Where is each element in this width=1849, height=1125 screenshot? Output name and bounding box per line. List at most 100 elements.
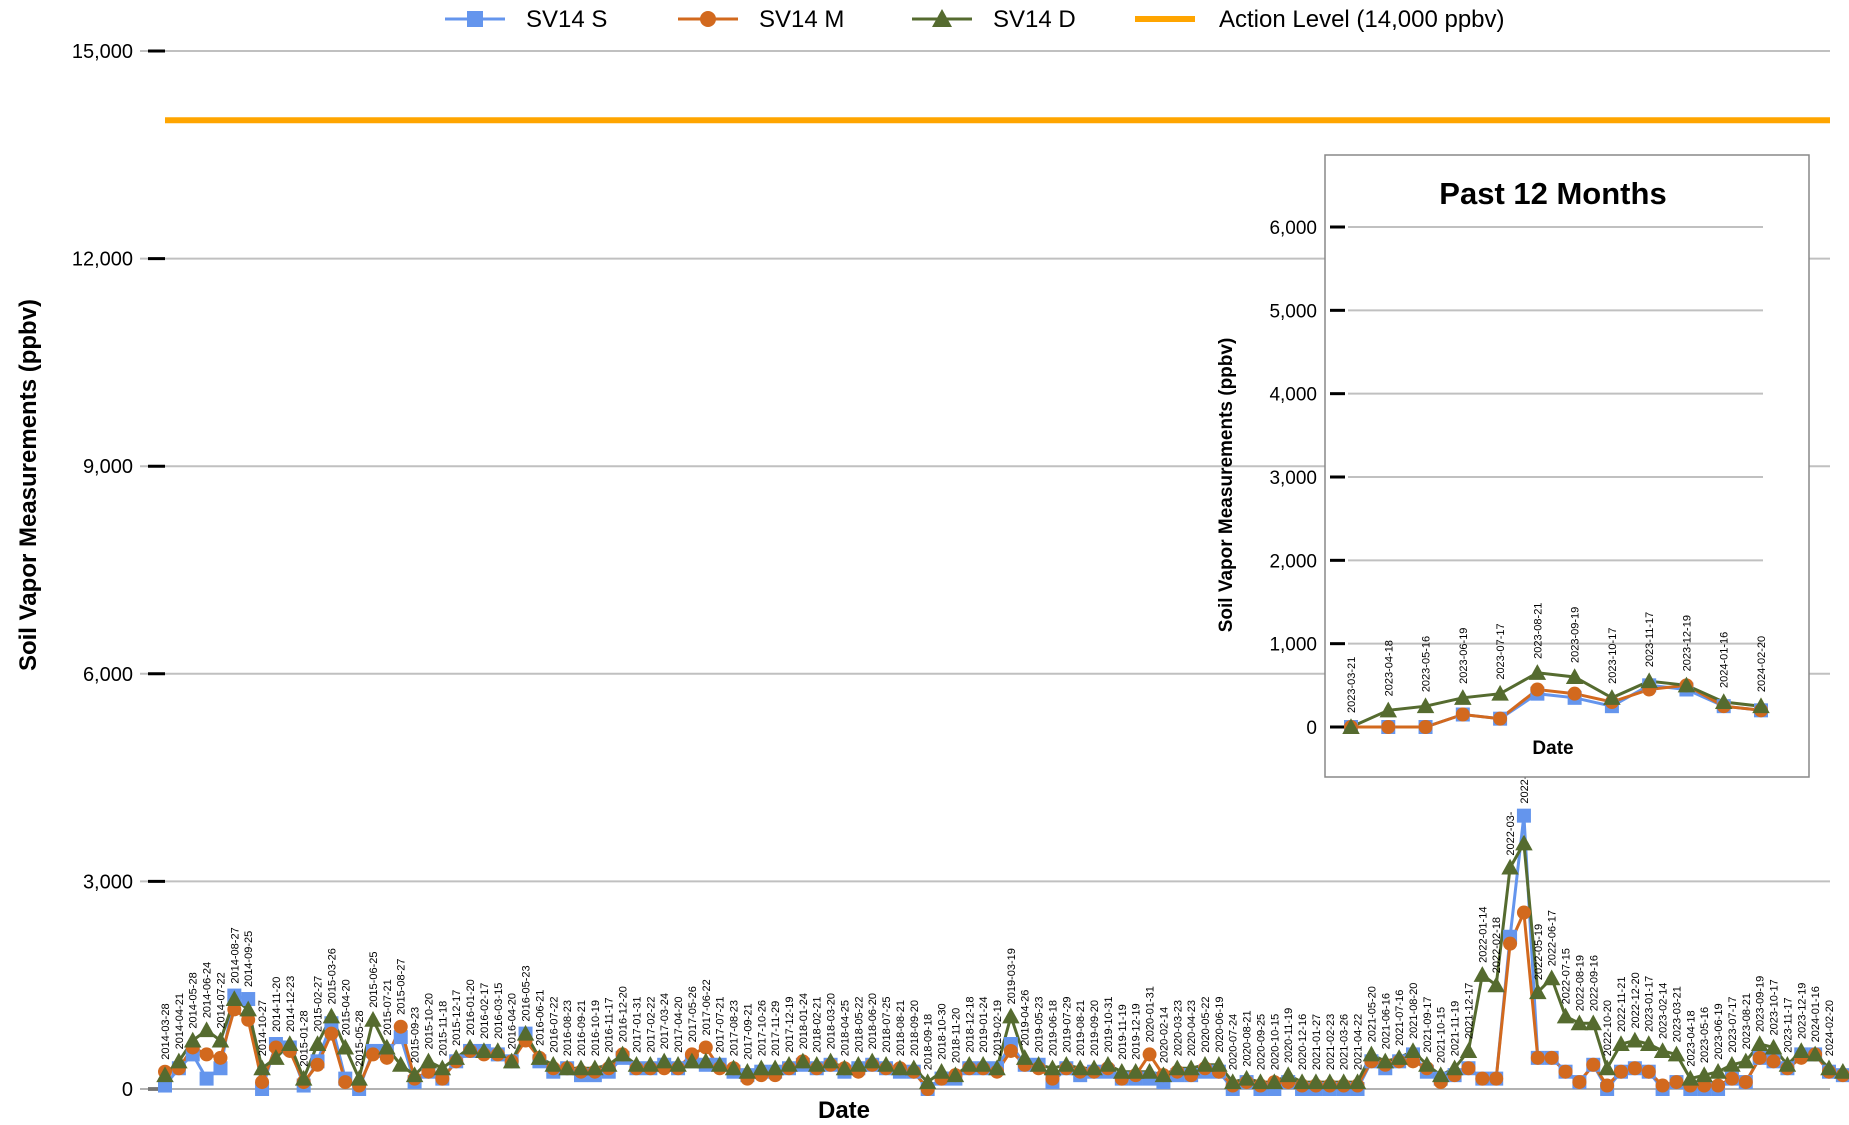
main-data-point xyxy=(586,1059,604,1076)
main-date-label: 2022-02-18 xyxy=(1491,917,1503,973)
main-data-point xyxy=(1196,1056,1214,1072)
inset-y-tick-label: 4,000 xyxy=(1269,385,1317,406)
main-data-point xyxy=(599,1056,618,1072)
main-data-point xyxy=(1641,1064,1656,1079)
main-data-point xyxy=(724,1059,743,1076)
main-data-point xyxy=(255,1075,270,1090)
main-data-point xyxy=(1530,1050,1545,1065)
inset-data-point xyxy=(1752,697,1770,714)
main-date-label: 2014-03-28 xyxy=(160,1003,172,1059)
main-data-point xyxy=(1503,936,1518,951)
main-data-point xyxy=(932,1062,951,1079)
inset-date-label: 2023-05-16 xyxy=(1421,636,1433,692)
main-data-point xyxy=(1655,1078,1670,1093)
main-date-label: 2015-10-20 xyxy=(423,993,435,1049)
inset-title: Past 12 Months xyxy=(1439,176,1666,211)
main-data-point xyxy=(1489,1071,1504,1086)
main-data-point xyxy=(391,1056,410,1072)
main-data-point xyxy=(669,1056,687,1072)
main-date-label: 2019-05-23 xyxy=(1034,996,1046,1052)
main-data-point xyxy=(794,1052,812,1069)
main-date-label: 2023-06-19 xyxy=(1713,1003,1725,1059)
main-data-point xyxy=(1572,1075,1587,1090)
main-data-point xyxy=(752,1059,771,1076)
main-data-point xyxy=(683,1052,701,1069)
main-data-point xyxy=(1516,905,1531,920)
main-data-point xyxy=(835,1059,854,1076)
main-data-point xyxy=(1223,1073,1242,1090)
main-date-label: 2016-11-17 xyxy=(604,997,616,1052)
main-data-point xyxy=(1348,1073,1367,1090)
main-date-label: 2016-03-15 xyxy=(493,983,505,1039)
main-data-point xyxy=(1461,1061,1476,1076)
main-data-point xyxy=(1431,1066,1450,1083)
main-date-label: 2015-01-28 xyxy=(299,1010,311,1066)
main-data-point xyxy=(324,1026,339,1041)
main-date-label: 2018-10-30 xyxy=(937,1003,949,1059)
main-date-label: 2020-03-23 xyxy=(1172,1000,1184,1056)
main-date-label: 2020-01-31 xyxy=(1145,986,1157,1042)
main-data-point xyxy=(1778,1056,1797,1072)
main-date-label: 2024-02-20 xyxy=(1824,1000,1836,1056)
main-data-point xyxy=(1085,1059,1103,1076)
main-data-point xyxy=(267,1049,285,1065)
main-date-label: 2016-01-20 xyxy=(465,979,477,1035)
main-data-point xyxy=(613,1045,632,1062)
main-date-label: 2017-04-20 xyxy=(673,996,685,1052)
main-date-label: 2016-05-23 xyxy=(521,965,533,1021)
main-date-label: 2017-05-26 xyxy=(687,986,699,1042)
main-data-point xyxy=(199,1071,214,1086)
main-date-label: 2018-12-18 xyxy=(964,996,976,1052)
main-date-label: 2022-08-19 xyxy=(1574,955,1586,1011)
main-date-label: 2020-09-25 xyxy=(1255,1014,1267,1070)
main-date-label: 2018-09-20 xyxy=(909,1000,921,1056)
main-date-label: 2019-10-31 xyxy=(1103,996,1115,1052)
main-date-label: 2014-05-28 xyxy=(188,972,200,1028)
inset-data-point xyxy=(1530,682,1545,697)
main-data-point xyxy=(1724,1071,1739,1086)
legend-marker xyxy=(467,11,483,27)
main-data-point xyxy=(905,1059,923,1076)
main-data-point xyxy=(1542,969,1561,986)
main-data-point xyxy=(1681,1069,1700,1086)
main-date-label: 2019-12-19 xyxy=(1131,1003,1143,1059)
inset-data-point xyxy=(1416,697,1435,714)
inset-data-point xyxy=(1342,718,1360,734)
main-date-label: 2016-08-23 xyxy=(562,1000,574,1056)
main-date-label: 2018-08-21 xyxy=(895,1000,907,1056)
main-date-label: 2023-04-18 xyxy=(1685,1010,1697,1066)
main-data-point xyxy=(1113,1062,1131,1079)
main-data-point xyxy=(1709,1062,1727,1079)
inset-series-group xyxy=(1342,664,1770,734)
main-date-label: 2015-03-26 xyxy=(326,948,338,1004)
main-y-tick-label: 6,000 xyxy=(83,664,133,686)
main-data-point xyxy=(1627,1061,1642,1076)
main-date-label: 2019-08-21 xyxy=(1075,1000,1087,1056)
main-data-point xyxy=(433,1059,452,1076)
main-data-point xyxy=(738,1062,757,1079)
main-date-label: 2016-10-19 xyxy=(590,1000,602,1056)
main-data-point xyxy=(849,1056,868,1072)
main-date-label: 2016-06-21 xyxy=(534,990,546,1046)
main-data-point xyxy=(213,1050,228,1065)
main-data-point xyxy=(1584,1014,1603,1031)
main-data-point xyxy=(1737,1052,1755,1069)
main-data-point xyxy=(1669,1075,1684,1090)
main-date-label: 2018-09-18 xyxy=(923,1014,935,1070)
main-data-point xyxy=(294,1069,313,1086)
main-data-point xyxy=(211,1031,230,1048)
main-date-label: 2019-11-19 xyxy=(1117,1004,1129,1059)
main-data-point xyxy=(1598,1059,1616,1076)
inset-y-axis-ticks: 0 1,000 2,000 3,000 4,000 5,000 6,000 xyxy=(1269,218,1345,739)
main-data-point xyxy=(1445,1059,1464,1076)
main-date-label: 2015-04-20 xyxy=(340,979,352,1035)
main-data-point xyxy=(1738,1075,1753,1090)
main-date-label: 2022-10-20 xyxy=(1602,1000,1614,1056)
main-data-point xyxy=(807,1056,826,1072)
main-data-point xyxy=(199,1047,214,1062)
main-data-point xyxy=(766,1059,784,1076)
main-data-point xyxy=(627,1056,646,1072)
main-data-point xyxy=(877,1056,895,1072)
main-data-point xyxy=(1792,1042,1811,1058)
main-date-label: 2021-11-19 xyxy=(1450,1001,1462,1056)
